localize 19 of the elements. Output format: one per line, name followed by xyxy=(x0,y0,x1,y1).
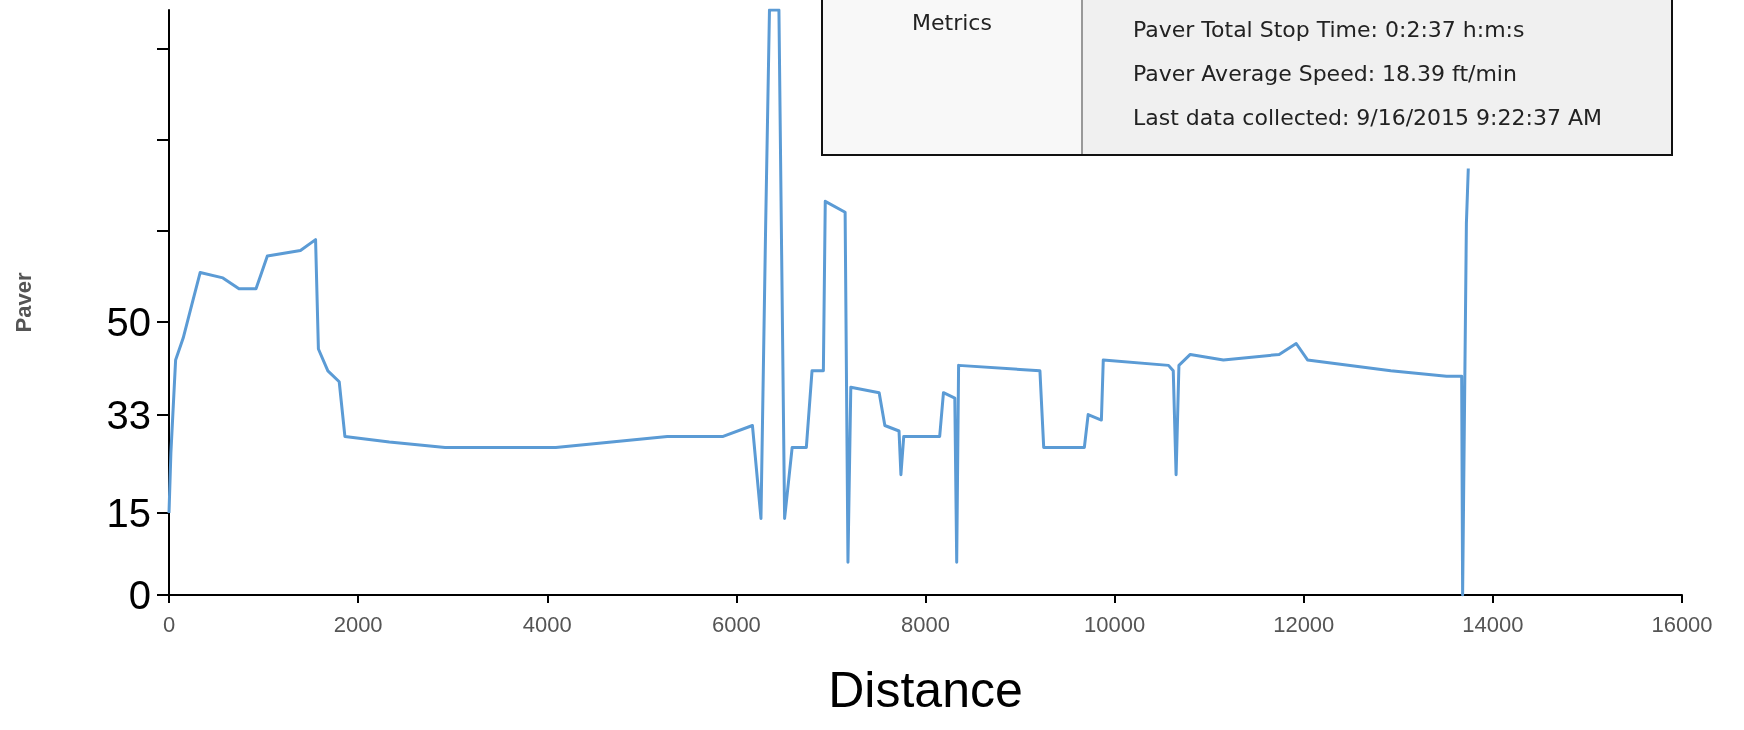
x-tick-label: 2000 xyxy=(333,611,383,637)
x-tick-label: 10000 xyxy=(1084,611,1146,637)
annotation: Paver Average Speed: 18.39 ft/min xyxy=(1133,60,1518,88)
x-tick-label: 0 xyxy=(162,611,176,637)
y-tick-label: 15 xyxy=(106,490,151,535)
x-axis-title: Distance xyxy=(828,662,1023,718)
x-tick-label: 4000 xyxy=(522,611,572,637)
tab-panel: Metrics xyxy=(823,0,1083,154)
x-tick-label: 14000 xyxy=(1462,611,1524,637)
x-tick-label: 8000 xyxy=(901,611,950,637)
y-tick-label: 33 xyxy=(106,392,151,437)
x-tick-label: 12000 xyxy=(1273,611,1335,637)
x-tick-label: 6000 xyxy=(711,611,761,637)
y-axis-title: Paver xyxy=(10,272,36,333)
annotation: Metrics xyxy=(911,10,993,35)
annotation: Last data collected: 9/16/2015 9:22:37 AM xyxy=(1133,104,1602,132)
annotation: Paver Total Stop Time: 0:2:37 h:m:s xyxy=(1133,16,1526,44)
y-tick-label: 50 xyxy=(106,299,151,344)
x-tick-label: 16000 xyxy=(1651,611,1713,637)
